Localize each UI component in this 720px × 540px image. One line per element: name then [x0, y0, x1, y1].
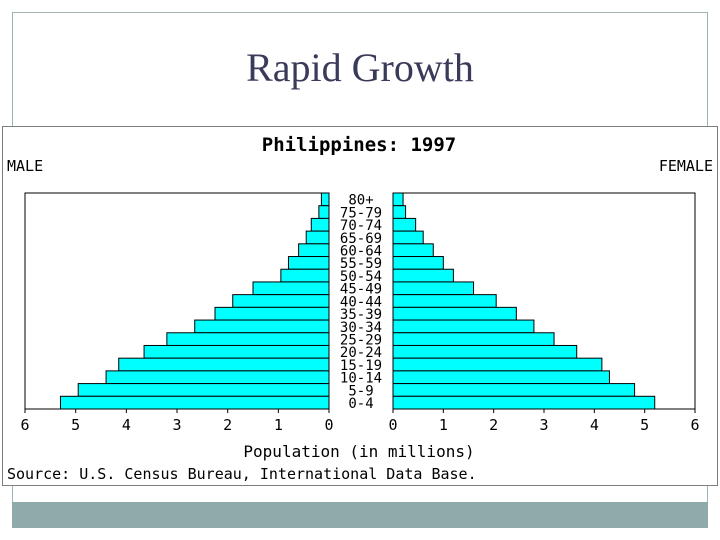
- male-tick-label: 6: [20, 416, 29, 434]
- female-bar: [392, 319, 535, 334]
- male-bar: [214, 306, 330, 321]
- male-axis-ticks: 0 1 2 3 4 5 6: [20, 409, 334, 434]
- age-group-label: 45-49: [340, 282, 382, 298]
- age-group-label: 40-44: [340, 294, 382, 310]
- age-group-label: 70-74: [340, 218, 382, 234]
- male-bar: [59, 395, 330, 410]
- female-tick-label: 5: [640, 416, 649, 434]
- male-bar: [310, 217, 330, 232]
- male-bar: [232, 294, 330, 308]
- footer-bar: [12, 502, 708, 528]
- female-bar: [392, 268, 454, 283]
- female-bar: [392, 230, 424, 245]
- age-group-label: 10-14: [340, 371, 382, 387]
- female-bar: [392, 192, 404, 207]
- age-group-label: 55-59: [340, 256, 382, 272]
- male-bar: [194, 319, 330, 334]
- male-tick-label: 5: [71, 416, 80, 434]
- female-tick-label: 6: [690, 416, 699, 434]
- female-bar: [392, 344, 578, 359]
- female-bar: [392, 332, 555, 346]
- chart-title: Philippines: 1997: [262, 134, 456, 156]
- female-bar: [392, 357, 603, 372]
- age-group-label: 75-79: [340, 205, 382, 221]
- source-note: Source: U.S. Census Bureau, Internationa…: [7, 465, 477, 483]
- age-group-label: 65-69: [340, 231, 382, 247]
- female-bar: [392, 256, 444, 270]
- age-group-label: 30-34: [340, 320, 382, 336]
- age-group-label: 25-29: [340, 332, 382, 348]
- female-bar: [392, 395, 656, 410]
- x-axis-label: Population (in millions): [243, 442, 474, 461]
- age-group-label: 50-54: [340, 269, 382, 285]
- age-group-label: 80+: [348, 193, 373, 209]
- male-bar: [298, 243, 330, 258]
- female-bar: [392, 205, 407, 219]
- age-group-label: 5-9: [348, 383, 373, 399]
- male-bar: [105, 370, 330, 385]
- male-bar: [287, 256, 330, 270]
- male-bar: [252, 281, 330, 296]
- female-panel: [392, 192, 696, 410]
- male-tick-label: 4: [122, 416, 131, 434]
- age-group-label: 35-39: [340, 307, 382, 323]
- female-tick-label: 2: [489, 416, 498, 434]
- male-bar: [318, 205, 330, 219]
- female-tick-label: 4: [590, 416, 599, 434]
- male-bar: [77, 383, 330, 397]
- slide-frame-top: [12, 12, 708, 13]
- female-bar: [392, 306, 517, 321]
- age-group-labels: 80+75-7970-7465-6960-6455-5950-5445-4940…: [340, 193, 382, 412]
- female-tick-label: 1: [439, 416, 448, 434]
- male-tick-label: 3: [172, 416, 181, 434]
- population-pyramid-chart: Philippines: 1997 MALE FEMALE 80+ 75-79 70…: [2, 126, 718, 486]
- female-tick-label: 0: [388, 416, 397, 434]
- female-bar: [392, 281, 475, 296]
- male-bar: [320, 192, 330, 207]
- slide-title: Rapid Growth: [246, 45, 474, 90]
- male-bar: [305, 230, 330, 245]
- female-bar: [392, 383, 636, 397]
- pyramid-svg: Philippines: 1997 MALE FEMALE 80+75-7970…: [7, 134, 713, 483]
- male-label: MALE: [7, 157, 43, 175]
- age-group-label: 0-4: [348, 396, 373, 412]
- male-bar: [166, 332, 330, 346]
- age-group-label: 60-64: [340, 244, 382, 260]
- male-bar: [118, 357, 330, 372]
- female-bar: [392, 243, 434, 258]
- male-tick-label: 1: [274, 416, 283, 434]
- female-bar: [392, 217, 417, 232]
- male-bar: [143, 344, 330, 359]
- male-bar: [280, 268, 330, 283]
- male-tick-label: 2: [223, 416, 232, 434]
- female-tick-label: 3: [539, 416, 548, 434]
- male-tick-label: 0: [324, 416, 333, 434]
- female-label: FEMALE: [659, 157, 713, 175]
- age-group-label: 20-24: [340, 345, 382, 361]
- female-axis-ticks: 0 1 2 3 4 5 6: [388, 409, 700, 434]
- female-bar: [392, 294, 497, 308]
- age-group-label: 15-19: [340, 358, 382, 374]
- male-panel: [24, 192, 330, 410]
- female-bar: [392, 370, 610, 385]
